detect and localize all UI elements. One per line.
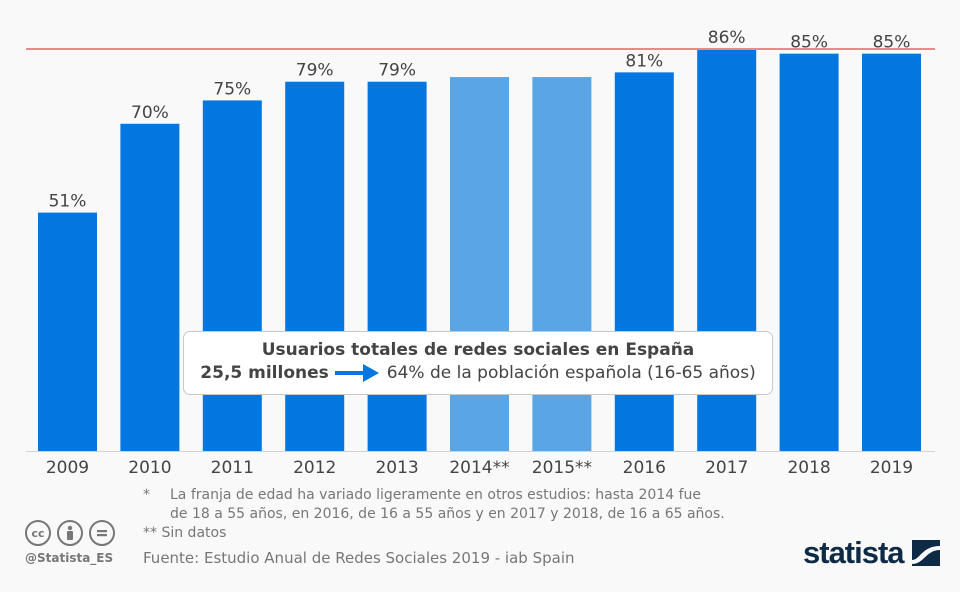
bar-2009 (38, 212, 97, 451)
value-label: 79% (378, 61, 416, 81)
x-tick-label: 2009 (46, 458, 89, 478)
x-tick-label: 2016 (623, 458, 666, 478)
no-derivatives-icon (89, 520, 115, 546)
bar-2010 (120, 123, 180, 451)
footnote-text: Sin datos (161, 525, 227, 541)
bar-2012 (285, 81, 345, 451)
value-label: 75% (213, 79, 251, 99)
x-tick-label: 2011 (211, 458, 254, 478)
callout-box: Usuarios totales de redes sociales en Es… (183, 331, 773, 395)
x-tick-label: 2015** (532, 458, 592, 478)
x-tick-label: 2018 (787, 458, 830, 478)
logo-text: statista (803, 535, 905, 570)
license-icons: cc (25, 520, 115, 546)
cc-text: cc (31, 526, 45, 540)
footnote-text: La franja de edad ha variado ligeramente… (170, 487, 702, 503)
bar-chart: 51% 2009 70% 2010 75% 2011 79% 2012 79% 2013 2014*… (26, 28, 935, 478)
value-label: 86% (708, 28, 746, 48)
right-arrow-icon (334, 364, 379, 382)
x-tick-label: 2010 (128, 458, 171, 478)
footnote-text-cont: de 18 a 55 años, en 2016, de 16 a 55 año… (170, 506, 725, 522)
source-note: Fuente: Estudio Anual de Redes Sociales … (143, 549, 575, 567)
bar-2011 (202, 100, 262, 451)
callout-amount: 25,5 millones (200, 363, 329, 383)
bar-2013 (367, 81, 427, 451)
value-label: 79% (296, 61, 334, 81)
statista-logo: statista (803, 535, 940, 571)
callout-title: Usuarios totales de redes sociales en Es… (261, 340, 695, 360)
value-label: 70% (131, 103, 169, 123)
x-tick-label: 2013 (375, 458, 418, 478)
attribution-icon (57, 520, 83, 546)
footnotes: * La franja de edad ha variado ligeramen… (143, 486, 725, 543)
footnote-mark: * (143, 487, 150, 503)
x-tick-label: 2012 (293, 458, 336, 478)
bar-2019 (862, 53, 921, 452)
callout-detail: 64% de la población española (16-65 años… (386, 363, 756, 383)
x-tick-label: 2019 (870, 458, 913, 478)
value-label: 51% (49, 192, 87, 212)
bar-2018 (779, 53, 839, 452)
value-label: 81% (625, 51, 663, 71)
x-tick-label: 2014** (449, 458, 509, 478)
x-tick-label: 2017 (705, 458, 748, 478)
value-label: 85% (790, 33, 828, 53)
twitter-handle: @Statista_ES (25, 551, 114, 565)
cc-icon: cc (25, 520, 51, 546)
value-label: 85% (873, 33, 911, 53)
footnote-mark: ** (143, 525, 157, 541)
statista-logo-icon (911, 540, 940, 566)
